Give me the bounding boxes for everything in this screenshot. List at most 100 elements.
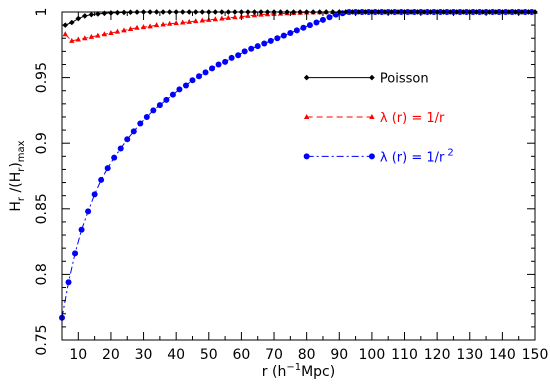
data-point: [166, 20, 173, 26]
data-point: [189, 77, 196, 84]
data-point: [108, 29, 114, 35]
x-tick-label: 50: [200, 347, 218, 363]
data-point: [300, 24, 307, 31]
data-point: [248, 45, 255, 52]
x-tick-label: 130: [456, 347, 483, 363]
data-point: [111, 154, 118, 161]
data-point: [95, 32, 101, 38]
data-point: [306, 22, 313, 29]
data-point: [222, 58, 229, 65]
data-point: [215, 61, 222, 68]
x-tick-label: 150: [522, 347, 549, 363]
data-point: [68, 19, 75, 26]
x-tick-label: 110: [391, 347, 418, 363]
data-point: [134, 24, 140, 30]
data-point: [104, 165, 111, 172]
legend-marker: [303, 113, 310, 119]
data-point: [179, 19, 186, 25]
data-point: [169, 91, 176, 98]
data-point: [88, 11, 95, 18]
x-tick-label: 20: [102, 347, 120, 363]
x-tick-label: 60: [232, 347, 250, 363]
data-point: [182, 82, 189, 89]
data-point: [293, 27, 300, 34]
data-point: [209, 65, 216, 72]
y-tick-label: 0.85: [34, 193, 50, 224]
legend-marker: [368, 153, 375, 160]
x-tick-label: 30: [135, 347, 153, 363]
data-point: [245, 12, 251, 18]
data-point: [160, 21, 166, 27]
data-point: [202, 69, 209, 76]
data-point: [212, 16, 219, 22]
data-point: [193, 18, 199, 24]
data-point: [101, 31, 108, 37]
legend-marker: [303, 153, 310, 160]
data-point: [280, 32, 287, 39]
data-point: [101, 10, 108, 17]
data-point: [235, 52, 242, 59]
data-point: [140, 24, 147, 30]
series-layer: [59, 9, 538, 321]
series-line: [64, 11, 535, 42]
x-tick-label: 120: [424, 347, 451, 363]
plot-frame: [61, 11, 536, 341]
legend-entry: λ (r) = 1/r 2: [303, 147, 454, 165]
data-point: [143, 113, 150, 120]
data-point: [156, 102, 163, 109]
data-point: [232, 14, 238, 20]
series-circle: [59, 9, 535, 321]
legend-label: Poisson: [380, 72, 429, 87]
x-axis-title: r (h−1Mpc): [262, 362, 335, 380]
data-point: [88, 33, 95, 39]
data-point: [65, 279, 72, 286]
data-point: [121, 27, 127, 33]
y-tick-label: 0.9: [34, 132, 50, 154]
data-point: [114, 28, 121, 34]
legend-label: λ (r) = 1/r: [380, 111, 445, 126]
data-point: [75, 36, 82, 42]
data-point: [82, 13, 88, 19]
x-tick-label: 90: [330, 347, 348, 363]
data-point: [199, 17, 205, 23]
data-point: [186, 18, 192, 24]
data-point: [228, 54, 235, 61]
data-point: [147, 23, 153, 29]
y-tick-label: 0.8: [34, 263, 50, 285]
legend-entry: λ (r) = 1/r: [303, 111, 445, 126]
x-tick-label: 100: [359, 347, 386, 363]
x-tick-label: 40: [167, 347, 185, 363]
y-axis-title: Hr /(Hr)max: [8, 140, 27, 211]
data-point: [130, 128, 137, 135]
data-point: [85, 208, 92, 215]
data-point: [98, 176, 105, 183]
data-point: [267, 37, 274, 44]
data-point: [196, 73, 203, 80]
legend-marker: [303, 74, 310, 81]
data-point: [274, 35, 281, 42]
data-point: [326, 14, 333, 21]
x-tick-label: 70: [265, 347, 283, 363]
data-point: [176, 86, 183, 93]
legend: Poisson λ (r) = 1/r λ (r) = 1/r 2: [303, 72, 454, 165]
y-tick-label: 0.95: [34, 62, 50, 93]
data-point: [225, 14, 232, 20]
data-point: [72, 250, 79, 257]
data-point: [241, 48, 248, 55]
data-point: [219, 15, 225, 21]
y-tick-label: 1: [34, 8, 50, 17]
legend-marker: [369, 74, 375, 81]
data-point: [114, 9, 121, 16]
ticks-layer: 10 20 30 40 50 60 70 80 90 100 110 120 130 140 150 0.75…: [34, 8, 548, 363]
data-point: [173, 20, 179, 26]
data-point: [117, 145, 124, 152]
data-point: [127, 26, 134, 32]
data-point: [254, 43, 261, 50]
data-point: [137, 120, 144, 127]
data-point: [153, 22, 160, 28]
data-point: [82, 35, 88, 41]
x-tick-label: 80: [298, 347, 316, 363]
legend-entry: Poisson: [303, 72, 429, 87]
legend-label: λ (r) = 1/r 2: [380, 147, 454, 165]
